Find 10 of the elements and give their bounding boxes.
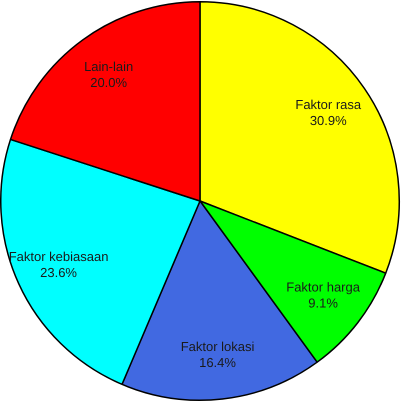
slice-label: Faktor harga [286, 279, 361, 294]
slice-label: Lain-lain [84, 58, 134, 74]
data-label: 20.0% [90, 74, 128, 90]
slice-label: Faktor lokasi [180, 339, 254, 354]
slice-label: Faktor rasa [295, 96, 362, 112]
data-label: 16.4% [199, 355, 236, 370]
data-label: 23.6% [40, 264, 78, 280]
slice-label: Faktor kebiasaan [8, 248, 108, 264]
data-label: 30.9% [310, 112, 348, 128]
data-label: 9.1% [308, 295, 338, 310]
